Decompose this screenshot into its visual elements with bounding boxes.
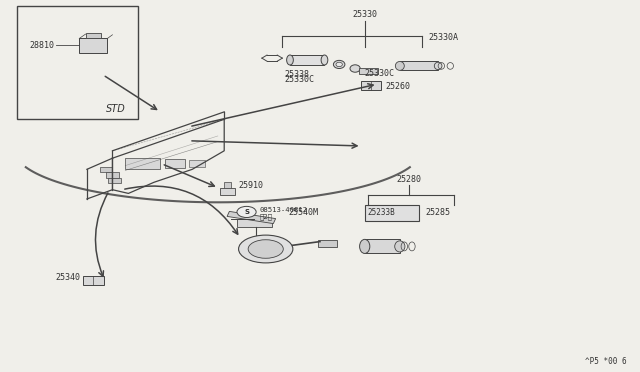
- Text: ^P5 *00 6: ^P5 *00 6: [585, 357, 627, 366]
- Text: 25910: 25910: [239, 181, 264, 190]
- Bar: [100, 167, 113, 172]
- Ellipse shape: [360, 239, 370, 253]
- Text: 08513-40812: 08513-40812: [259, 208, 307, 214]
- Text: 25540M: 25540M: [288, 208, 318, 217]
- Text: 25280: 25280: [397, 175, 422, 184]
- Bar: [17, 6, 138, 119]
- Text: 25330A: 25330A: [429, 33, 459, 42]
- Bar: [220, 188, 235, 195]
- Text: 25285: 25285: [426, 208, 451, 217]
- Text: 25330: 25330: [352, 10, 377, 19]
- Text: 28810: 28810: [29, 41, 54, 50]
- Text: 25340: 25340: [56, 273, 81, 282]
- Ellipse shape: [239, 235, 293, 263]
- Ellipse shape: [435, 62, 442, 70]
- Bar: [365, 205, 419, 221]
- Bar: [108, 178, 121, 183]
- Text: 25260: 25260: [385, 82, 410, 91]
- Ellipse shape: [333, 60, 345, 68]
- Ellipse shape: [248, 240, 284, 258]
- Text: 25338: 25338: [285, 70, 310, 79]
- Ellipse shape: [396, 61, 404, 70]
- Ellipse shape: [395, 241, 405, 252]
- Bar: [318, 240, 337, 247]
- Bar: [166, 159, 184, 168]
- Ellipse shape: [336, 62, 342, 67]
- Text: 25330C: 25330C: [285, 75, 315, 84]
- Circle shape: [237, 206, 256, 218]
- Ellipse shape: [350, 65, 360, 72]
- Bar: [365, 239, 400, 253]
- Text: STD: STD: [106, 104, 125, 114]
- Bar: [83, 276, 104, 285]
- Bar: [361, 81, 381, 90]
- Bar: [237, 219, 272, 227]
- Bar: [359, 68, 378, 74]
- Bar: [227, 211, 276, 224]
- Bar: [125, 158, 161, 169]
- Text: 25233B: 25233B: [368, 208, 396, 217]
- Bar: [224, 182, 230, 188]
- Ellipse shape: [287, 55, 293, 65]
- Bar: [79, 38, 108, 53]
- Bar: [86, 33, 101, 38]
- Text: （2）: （2）: [259, 214, 273, 221]
- Bar: [189, 160, 205, 167]
- Bar: [106, 172, 119, 178]
- Bar: [290, 55, 324, 65]
- Ellipse shape: [321, 55, 328, 65]
- Text: 25330C: 25330C: [365, 69, 395, 78]
- Bar: [400, 61, 438, 70]
- Text: S: S: [244, 209, 249, 215]
